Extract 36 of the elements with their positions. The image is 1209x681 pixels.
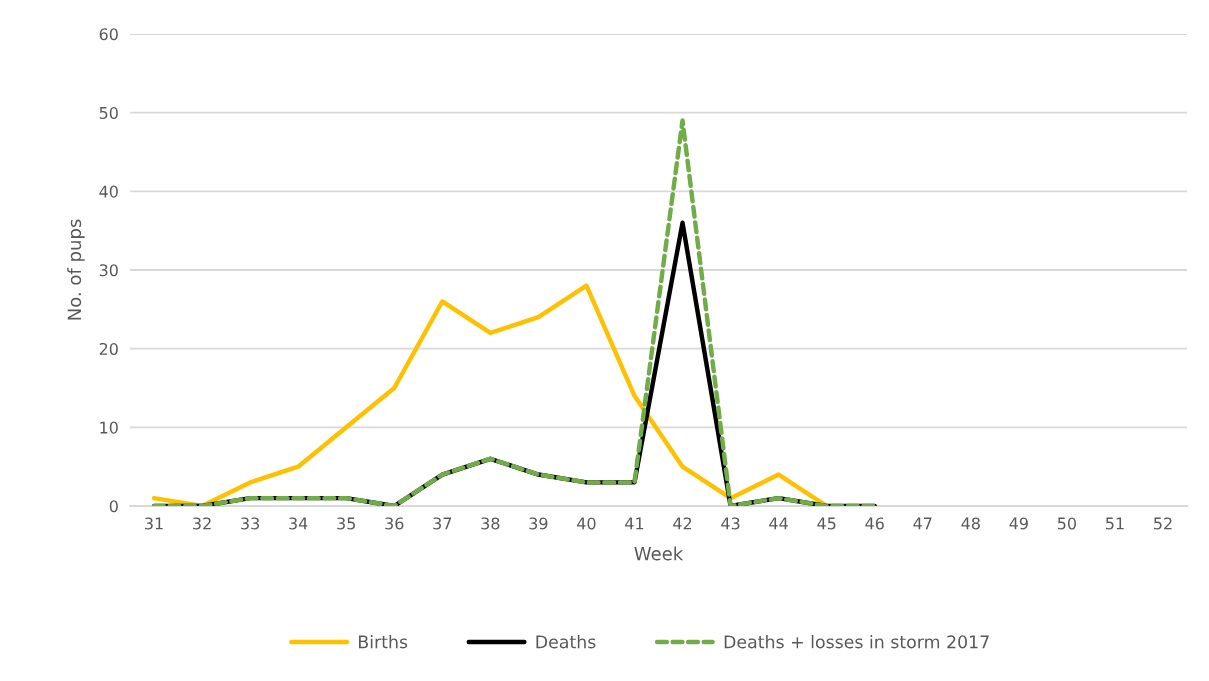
x-tick-label: 31 <box>145 517 163 530</box>
x-tick-label: 40 <box>577 517 596 530</box>
y-axis-title: No. of pups <box>67 219 85 320</box>
x-tick-label: 41 <box>625 517 644 530</box>
x-tick-label: 43 <box>721 517 740 530</box>
x-tick-label: 32 <box>193 517 211 530</box>
x-tick-label: 48 <box>961 517 980 530</box>
y-tick-label: 50 <box>99 106 118 119</box>
x-axis-title: Week <box>634 546 684 561</box>
x-tick-label: 45 <box>817 517 836 530</box>
x-tick-label: 46 <box>865 517 884 530</box>
y-tick-label: 60 <box>99 28 118 41</box>
legend-label: Births <box>359 634 408 649</box>
y-tick-label: 10 <box>100 421 118 434</box>
x-tick-label: 38 <box>481 517 500 530</box>
x-tick-label: 42 <box>673 517 692 530</box>
x-tick-label: 50 <box>1057 517 1076 530</box>
x-tick-label: 51 <box>1106 517 1124 530</box>
y-tick-label: 20 <box>99 342 118 355</box>
x-tick-label: 34 <box>289 517 308 530</box>
line-series <box>151 118 877 506</box>
x-tick-label: 52 <box>1154 517 1172 530</box>
legend-label: Deaths + losses in storm 2017 <box>724 634 989 649</box>
line-series <box>151 283 829 506</box>
x-tick-label: 33 <box>241 517 259 530</box>
x-tick-label: 47 <box>913 517 932 530</box>
x-tick-label: 49 <box>1009 517 1028 530</box>
y-tick-label: 0 <box>109 500 118 513</box>
legend-label: Deaths <box>536 634 596 649</box>
x-tick-label: 36 <box>385 517 404 530</box>
x-tick-label: 37 <box>433 517 452 530</box>
x-tick-label: 39 <box>529 517 548 530</box>
x-tick-label: 44 <box>769 517 788 530</box>
y-tick-label: 40 <box>99 185 118 198</box>
x-tick-label: 35 <box>337 517 355 530</box>
y-tick-label: 30 <box>99 264 118 277</box>
